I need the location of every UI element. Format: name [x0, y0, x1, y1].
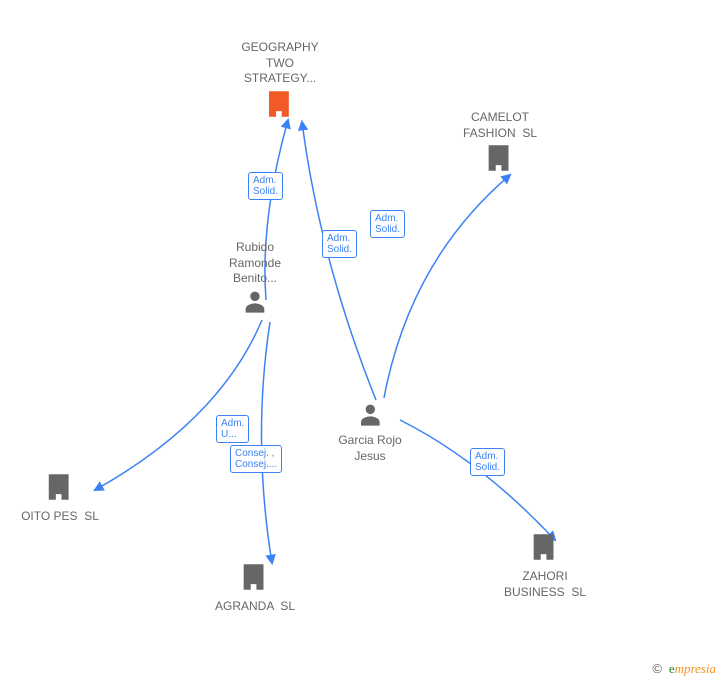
- node-label: Garcia Rojo Jesus: [338, 433, 401, 464]
- edge-label: Adm. U...: [216, 415, 249, 443]
- building-icon: [238, 560, 272, 599]
- edge-rubido-agranda: [261, 322, 272, 563]
- edge-garcia-camelot: [384, 175, 510, 398]
- edge-label: Adm. Solid.: [370, 210, 405, 238]
- edge-label: Adm. Solid.: [248, 172, 283, 200]
- copyright-symbol: ©: [652, 661, 662, 676]
- building-icon: [528, 530, 562, 569]
- building-icon: [43, 470, 77, 504]
- edge-label: Adm. Solid.: [470, 448, 505, 476]
- node-label: CAMELOT FASHION SL: [463, 110, 537, 141]
- person-icon: [356, 400, 384, 433]
- node-garcia[interactable]: Garcia Rojo Jesus: [338, 400, 401, 464]
- person-icon: [356, 400, 384, 428]
- edge-label: Adm. Solid.: [322, 230, 357, 258]
- building-icon: [528, 530, 562, 564]
- building-icon: [483, 141, 517, 175]
- edge-label: Consej. , Consej....: [230, 445, 282, 473]
- edges-layer: [0, 0, 728, 685]
- person-icon: [241, 287, 269, 315]
- watermark: © empresia: [652, 661, 716, 677]
- node-label: GEOGRAPHY TWO STRATEGY...: [241, 40, 318, 87]
- node-label: ZAHORI BUSINESS SL: [504, 569, 586, 600]
- node-oito[interactable]: OITO PES SL: [21, 470, 99, 525]
- diagram-canvas: GEOGRAPHY TWO STRATEGY... CAMELOT FASHION…: [0, 0, 728, 685]
- building-icon: [238, 560, 272, 594]
- building-icon: [263, 87, 297, 126]
- building-icon: [43, 470, 77, 509]
- building-icon: [483, 141, 517, 180]
- brand-initial: e: [666, 661, 675, 676]
- edge-garcia-geography: [302, 122, 376, 400]
- edge-garcia-zahori: [400, 420, 555, 540]
- node-agranda[interactable]: AGRANDA SL: [215, 560, 295, 615]
- node-label: AGRANDA SL: [215, 599, 295, 615]
- node-label: Rubido Ramonde Benito...: [229, 240, 281, 287]
- node-geography[interactable]: GEOGRAPHY TWO STRATEGY...: [241, 40, 318, 126]
- node-zahori[interactable]: ZAHORI BUSINESS SL: [504, 530, 586, 600]
- node-camelot[interactable]: CAMELOT FASHION SL: [463, 110, 537, 180]
- person-icon: [241, 287, 269, 320]
- building-icon: [263, 87, 297, 121]
- node-rubido[interactable]: Rubido Ramonde Benito...: [229, 240, 281, 320]
- node-label: OITO PES SL: [21, 509, 99, 525]
- brand-name: mpresia: [675, 661, 716, 676]
